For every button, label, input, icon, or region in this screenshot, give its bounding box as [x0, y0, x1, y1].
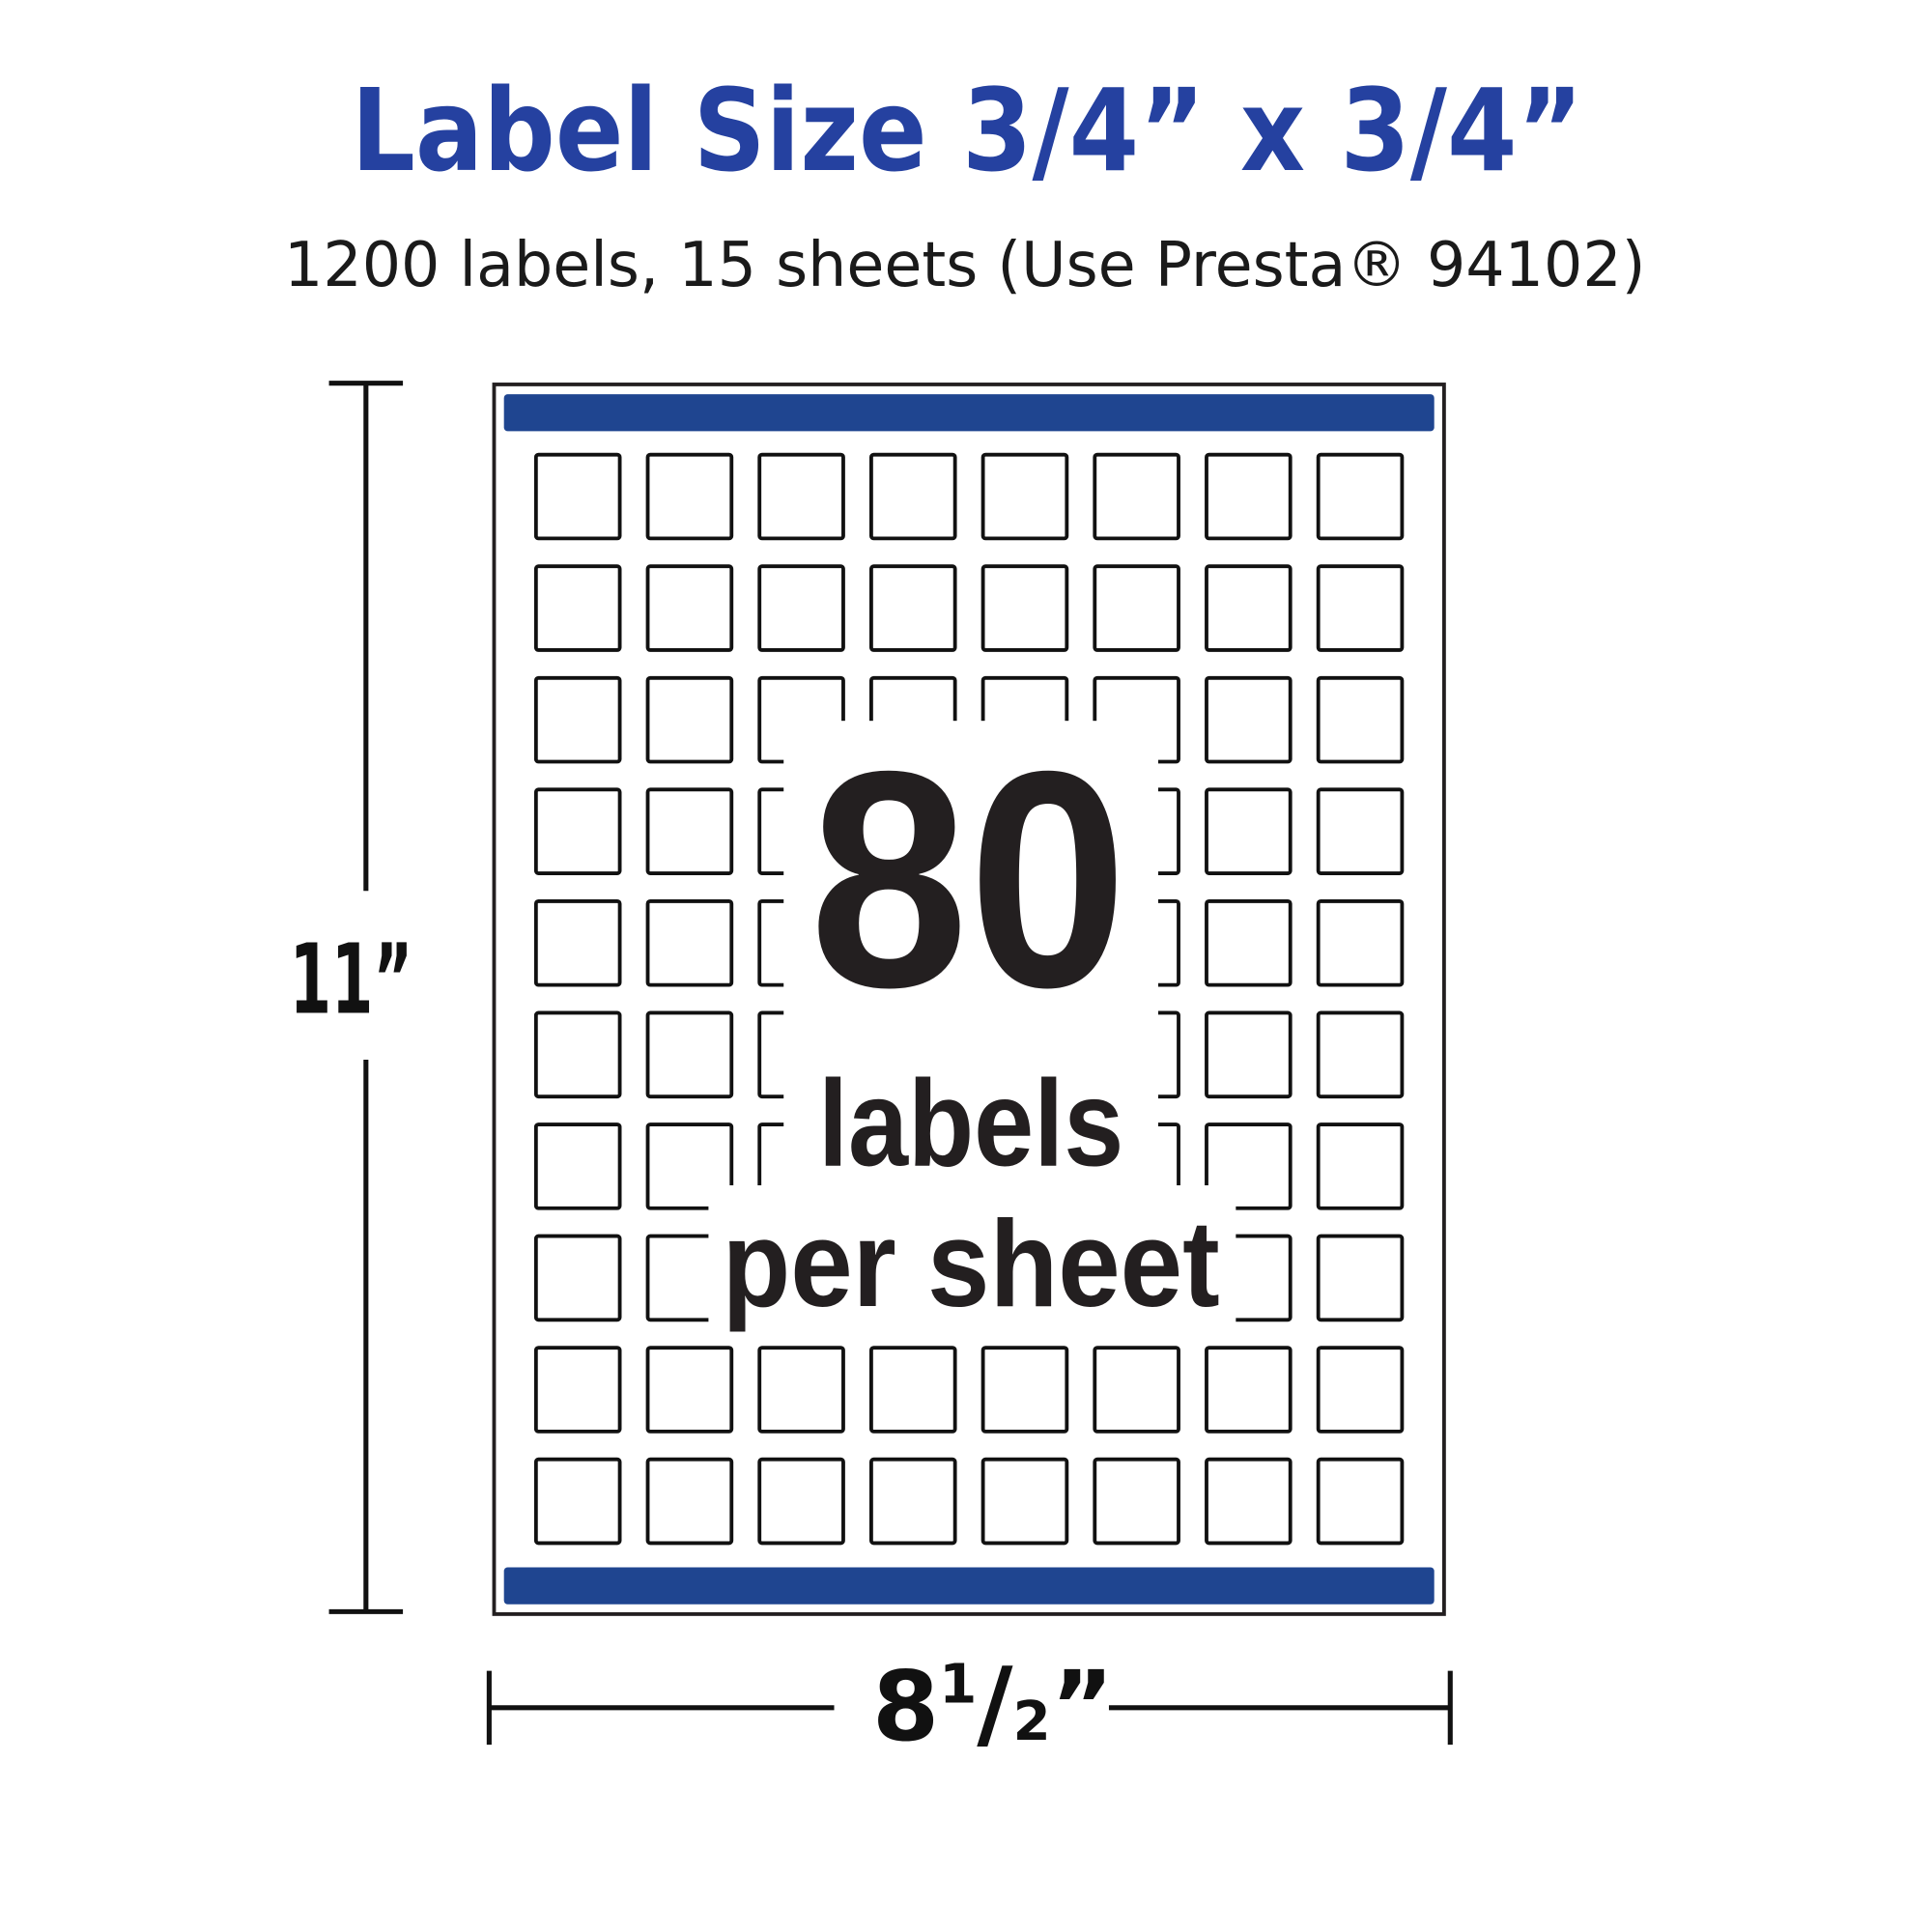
label-cell: [1205, 452, 1293, 541]
label-cell: [1205, 1010, 1293, 1099]
label-cell: [533, 1234, 622, 1322]
label-cell: [757, 1457, 845, 1546]
width-dimension: [486, 1670, 1453, 1746]
label-cell: [1316, 1457, 1405, 1546]
label-cell: [1205, 675, 1293, 764]
width-whole: 8: [872, 1652, 939, 1763]
label-cell: [1205, 787, 1293, 875]
label-cell: [1205, 898, 1293, 987]
height-dimension: [328, 381, 404, 1614]
label-cell: [757, 452, 845, 541]
width-quote: ”: [1051, 1652, 1114, 1763]
label-cell: [645, 1457, 734, 1546]
label-cell: [868, 1457, 957, 1546]
label-cell: [645, 564, 734, 652]
title: Label Size 3/4” x 3/4”: [352, 65, 1584, 197]
label-cell: [1316, 452, 1405, 541]
label-cell: [1316, 1346, 1405, 1434]
label-cell: [533, 1457, 622, 1546]
width-denominator: 2: [1013, 1690, 1051, 1753]
count-mask: [783, 721, 1158, 1196]
label-cell: [533, 564, 622, 652]
label-cell: [645, 1346, 734, 1434]
label-cell: [868, 1346, 957, 1434]
label-cell: [980, 1457, 1069, 1546]
label-cell: [868, 452, 957, 541]
label-cell: [533, 1122, 622, 1210]
label-cell: [1316, 1122, 1405, 1210]
label-cell: [757, 1346, 845, 1434]
label-cell: [533, 898, 622, 987]
label-cell: [533, 1010, 622, 1099]
label-cell: [645, 1122, 734, 1210]
label-cell: [1316, 1234, 1405, 1322]
label-cell: [533, 787, 622, 875]
label-cell: [1205, 1457, 1293, 1546]
label-cell: [533, 1346, 622, 1434]
label-cell: [1093, 1457, 1180, 1546]
labels-text: labels: [818, 1056, 1123, 1193]
label-cell: [1093, 564, 1180, 652]
label-cell: [1316, 675, 1405, 764]
label-cell: [645, 787, 734, 875]
per-sheet-mask: [708, 1185, 1236, 1336]
width-numerator: 1: [939, 1654, 977, 1717]
subtitle: 1200 labels, 15 sheets (Use Presta® 9410…: [284, 230, 1645, 301]
per-sheet-text: per sheet: [722, 1196, 1219, 1333]
label-cell: [980, 452, 1069, 541]
label-cell: [645, 452, 734, 541]
label-cell: [645, 1010, 734, 1099]
label-cell: [1316, 898, 1405, 987]
label-cell: [1316, 1010, 1405, 1099]
label-cell: [1205, 564, 1293, 652]
label-cell: [645, 898, 734, 987]
width-label: 81/2”: [872, 1646, 1114, 1763]
label-cell: [533, 452, 622, 541]
width-slash: /: [977, 1646, 1013, 1761]
height-label: 11”: [290, 924, 413, 1036]
label-cell: [980, 1346, 1069, 1434]
label-cell: [1093, 1346, 1180, 1434]
label-cell: [757, 564, 845, 652]
label-count: 80: [810, 706, 1127, 1051]
label-cell: [980, 564, 1069, 652]
top-bar: [503, 394, 1435, 432]
label-cell: [1316, 787, 1405, 875]
label-cell: [533, 675, 622, 764]
bottom-bar: [503, 1567, 1435, 1605]
label-cell: [645, 675, 734, 764]
label-cell: [1205, 1346, 1293, 1434]
label-cell: [1205, 1122, 1293, 1210]
label-cell: [1316, 564, 1405, 652]
label-cell: [868, 564, 957, 652]
label-cell: [1093, 452, 1180, 541]
